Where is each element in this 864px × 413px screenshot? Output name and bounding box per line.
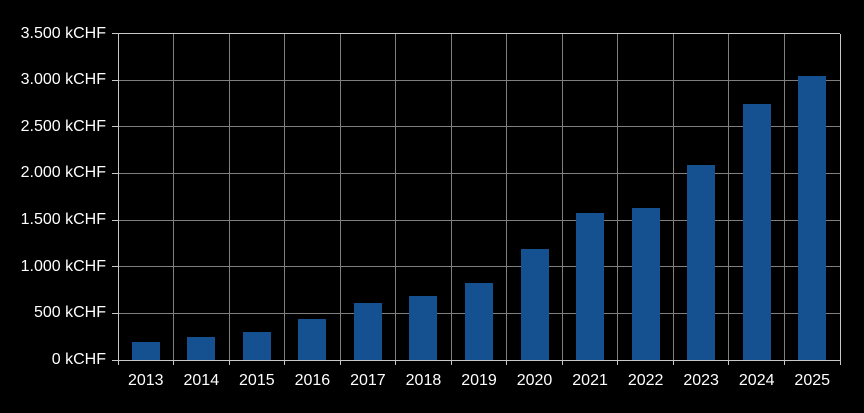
x-tick	[783, 360, 785, 365]
x-tick	[173, 360, 175, 365]
y-tick-label: 2.000 kCHF	[20, 164, 106, 182]
x-gridline	[450, 33, 452, 360]
x-tick-label: 2018	[405, 372, 442, 389]
plot-top-border	[118, 33, 840, 34]
x-tick	[506, 360, 508, 365]
y-axis-line	[117, 33, 119, 360]
bar-2020	[520, 248, 549, 360]
x-tick	[672, 360, 674, 365]
x-tick	[284, 360, 286, 365]
x-tick	[395, 360, 397, 365]
bar-2018	[409, 296, 438, 360]
x-tick-label: 2024	[738, 372, 775, 389]
bar-2019	[465, 283, 493, 360]
x-tick-label: 2016	[294, 372, 331, 389]
x-gridline	[561, 33, 563, 360]
x-tick-label: 2014	[183, 372, 220, 389]
x-gridline	[506, 33, 508, 360]
bar-2016	[298, 319, 327, 360]
bar-2013	[131, 342, 160, 360]
y-tick-label: 2.500 kCHF	[20, 117, 106, 135]
y-tick	[112, 33, 118, 34]
bar-2023	[687, 165, 716, 360]
bar-2014	[187, 337, 216, 360]
y-tick	[112, 219, 118, 221]
x-tick-label: 2021	[572, 372, 608, 389]
y-tick	[112, 172, 118, 174]
y-tick-label: 1.000 kCHF	[20, 257, 106, 275]
y-gridline	[118, 219, 840, 221]
x-tick	[561, 360, 563, 365]
x-gridline	[228, 33, 230, 360]
y-tick	[112, 266, 118, 268]
plot-right-border	[839, 33, 841, 360]
x-gridline	[339, 33, 341, 360]
bar-2017	[353, 303, 382, 360]
bar-2024	[742, 104, 771, 360]
x-tick-label: 2017	[350, 372, 386, 389]
x-gridline	[728, 33, 730, 360]
y-gridline	[118, 172, 840, 174]
x-gridline	[672, 33, 674, 360]
bar-2025	[798, 76, 827, 360]
x-tick-label: 2022	[627, 372, 664, 389]
y-tick	[112, 359, 118, 361]
y-tick	[112, 312, 118, 314]
y-gridline	[118, 126, 840, 128]
y-tick-label: 500 kCHF	[33, 304, 106, 322]
x-tick-label: 2013	[127, 372, 164, 389]
y-gridline	[118, 266, 840, 268]
bar-2015	[242, 332, 271, 360]
x-tick-label: 2020	[516, 372, 553, 389]
y-tick-label: 0 kCHF	[51, 351, 106, 368]
y-tick-label: 3.000 kCHF	[20, 71, 106, 89]
x-tick	[728, 360, 730, 365]
y-gridline	[118, 79, 840, 81]
x-gridline	[395, 33, 397, 360]
x-gridline	[617, 33, 619, 360]
x-tick	[617, 360, 619, 365]
x-gridline	[284, 33, 286, 360]
x-gridline	[783, 33, 785, 360]
bar-2022	[631, 207, 660, 360]
y-tick	[112, 79, 118, 81]
x-tick-label: 2015	[239, 372, 275, 389]
x-tick-label: 2025	[794, 372, 831, 389]
x-tick	[839, 360, 841, 365]
x-tick-label: 2019	[461, 372, 497, 389]
y-tick-label: 3.500 kCHF	[20, 24, 106, 42]
x-tick	[339, 360, 341, 365]
y-tick-label: 1.500 kCHF	[20, 211, 106, 229]
x-tick	[450, 360, 452, 365]
x-tick	[228, 360, 230, 365]
x-tick-label: 2023	[683, 372, 719, 389]
x-tick	[117, 360, 119, 365]
y-tick	[112, 126, 118, 128]
x-axis-line	[118, 359, 840, 361]
x-gridline	[173, 33, 175, 360]
bar-2021	[576, 212, 605, 360]
